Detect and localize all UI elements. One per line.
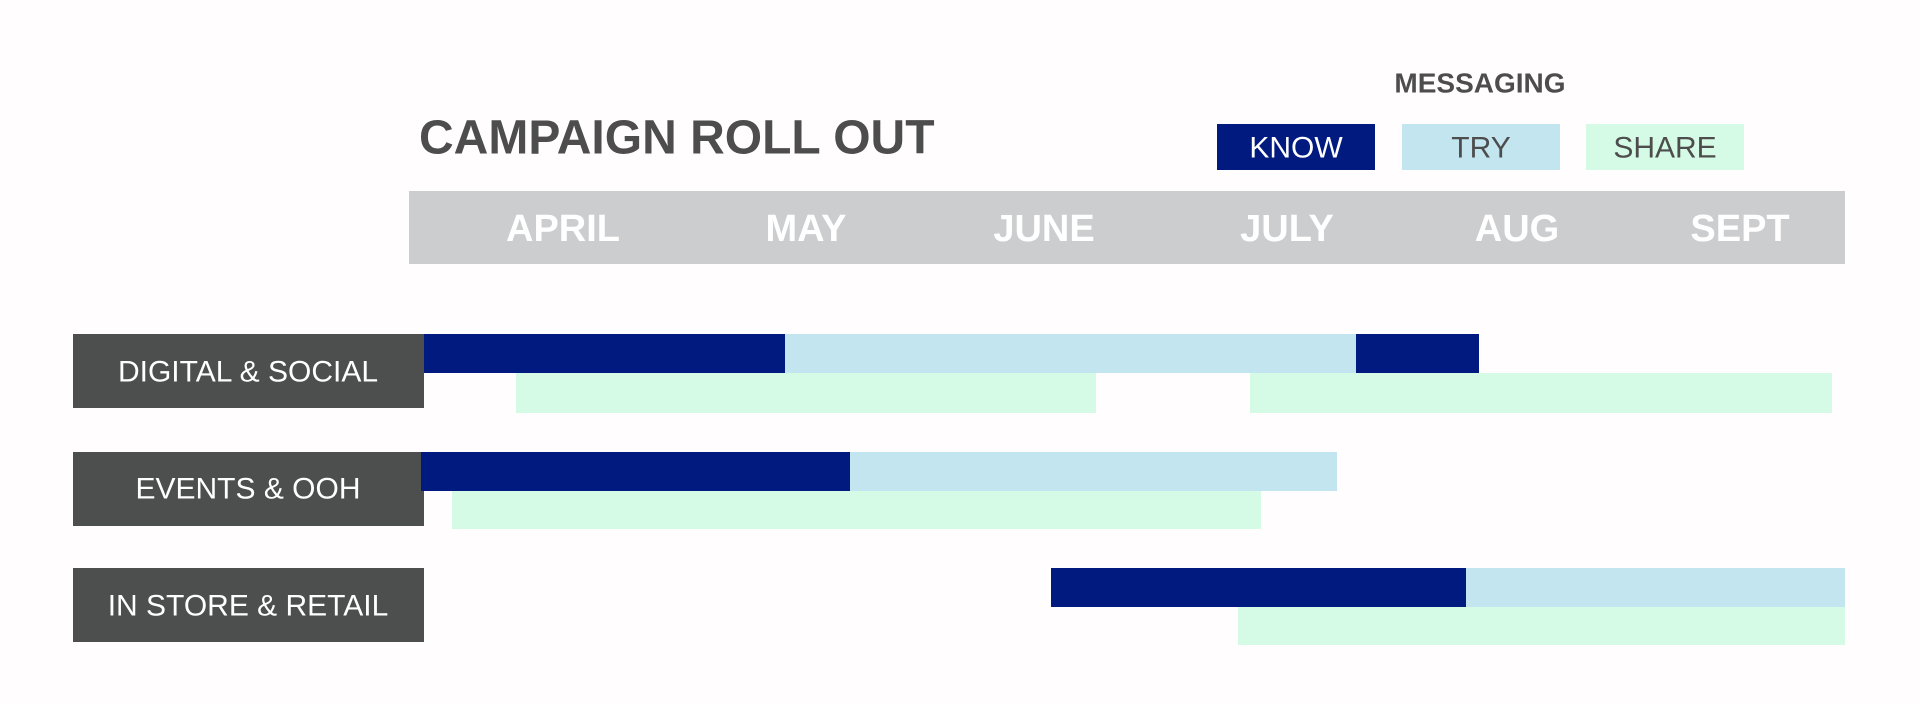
know-bar <box>1051 568 1466 607</box>
know-bar <box>1356 334 1479 373</box>
legend-label: SHARE <box>1613 132 1716 165</box>
month-label: APRIL <box>506 208 620 250</box>
share-bar <box>1238 607 1845 645</box>
try-bar <box>850 452 1337 491</box>
know-bar <box>421 452 850 491</box>
share-bar <box>516 373 1096 413</box>
row-label: DIGITAL & SOCIAL <box>118 356 378 389</box>
row-label: EVENTS & OOH <box>135 473 360 506</box>
month-band <box>409 191 1845 264</box>
row-label-box <box>73 452 424 526</box>
row-label-box <box>73 568 424 642</box>
row-label: IN STORE & RETAIL <box>108 590 389 623</box>
try-bar <box>1466 568 1845 607</box>
row-label-box <box>73 334 424 408</box>
month-label: SEPT <box>1690 208 1789 250</box>
legend-label: KNOW <box>1249 132 1343 165</box>
month-label: MAY <box>766 208 847 250</box>
title: CAMPAIGN ROLL OUT <box>419 112 935 165</box>
month-label: AUG <box>1475 208 1559 250</box>
share-bar <box>452 491 1261 529</box>
legend-title: MESSAGING <box>1394 68 1565 99</box>
month-label: JULY <box>1240 208 1334 250</box>
legend-swatch-know <box>1217 124 1375 170</box>
legend-label: TRY <box>1451 132 1510 165</box>
know-bar <box>424 334 785 373</box>
month-label: JUNE <box>993 208 1094 250</box>
share-bar <box>1250 373 1832 413</box>
legend-swatch-share <box>1586 124 1744 170</box>
try-bar <box>785 334 1356 373</box>
legend-swatch-try <box>1402 124 1560 170</box>
